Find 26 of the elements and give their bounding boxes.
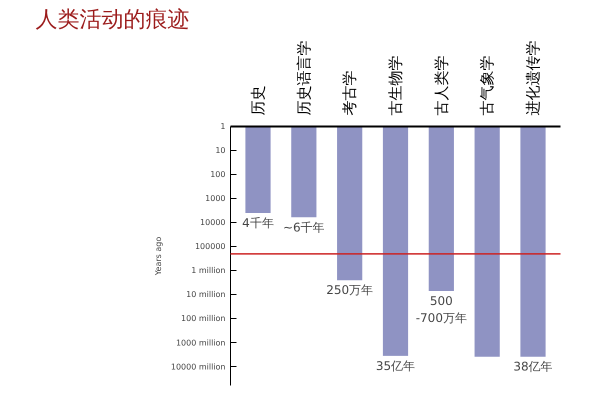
y-tick-label: 100 million xyxy=(181,314,226,324)
x-tick-label: 进化遗传学 xyxy=(524,40,542,116)
annotation: ~6千年 xyxy=(282,220,325,234)
y-tick-label: 10 million xyxy=(186,290,226,300)
y-axis-title: Years ago xyxy=(154,236,163,276)
annotation: 4千年 xyxy=(242,216,274,230)
y-tick-label: 1 xyxy=(220,122,226,131)
y-tick-label: 10000 xyxy=(200,218,226,228)
annotation: 38亿年 xyxy=(513,360,553,374)
x-tick-label: 古生物学 xyxy=(386,56,404,116)
x-tick-label: 历史语言学 xyxy=(294,40,313,116)
x-tick-label: 古气象学 xyxy=(478,56,496,116)
x-tick-label: 历史 xyxy=(249,86,267,116)
y-tick-label: 1000 million xyxy=(176,338,226,348)
annotation: 35亿年 xyxy=(376,358,416,373)
chart-title: 人类活动的痕迹 xyxy=(36,8,190,32)
x-tick-label: 考古学 xyxy=(340,70,359,116)
annotation: 500 -700万年 xyxy=(416,294,467,325)
y-tick-label: 100 xyxy=(210,170,226,180)
y-tick-label: 1 million xyxy=(191,266,226,276)
y-tick-label: 1000 xyxy=(205,194,226,204)
y-tick-label: 10000 million xyxy=(170,362,226,372)
y-tick-label: 10 xyxy=(215,146,226,156)
y-tick-label: 100000 xyxy=(194,242,226,252)
annotation: 250万年 xyxy=(326,283,374,298)
x-tick-label: 古人类学 xyxy=(432,56,450,116)
